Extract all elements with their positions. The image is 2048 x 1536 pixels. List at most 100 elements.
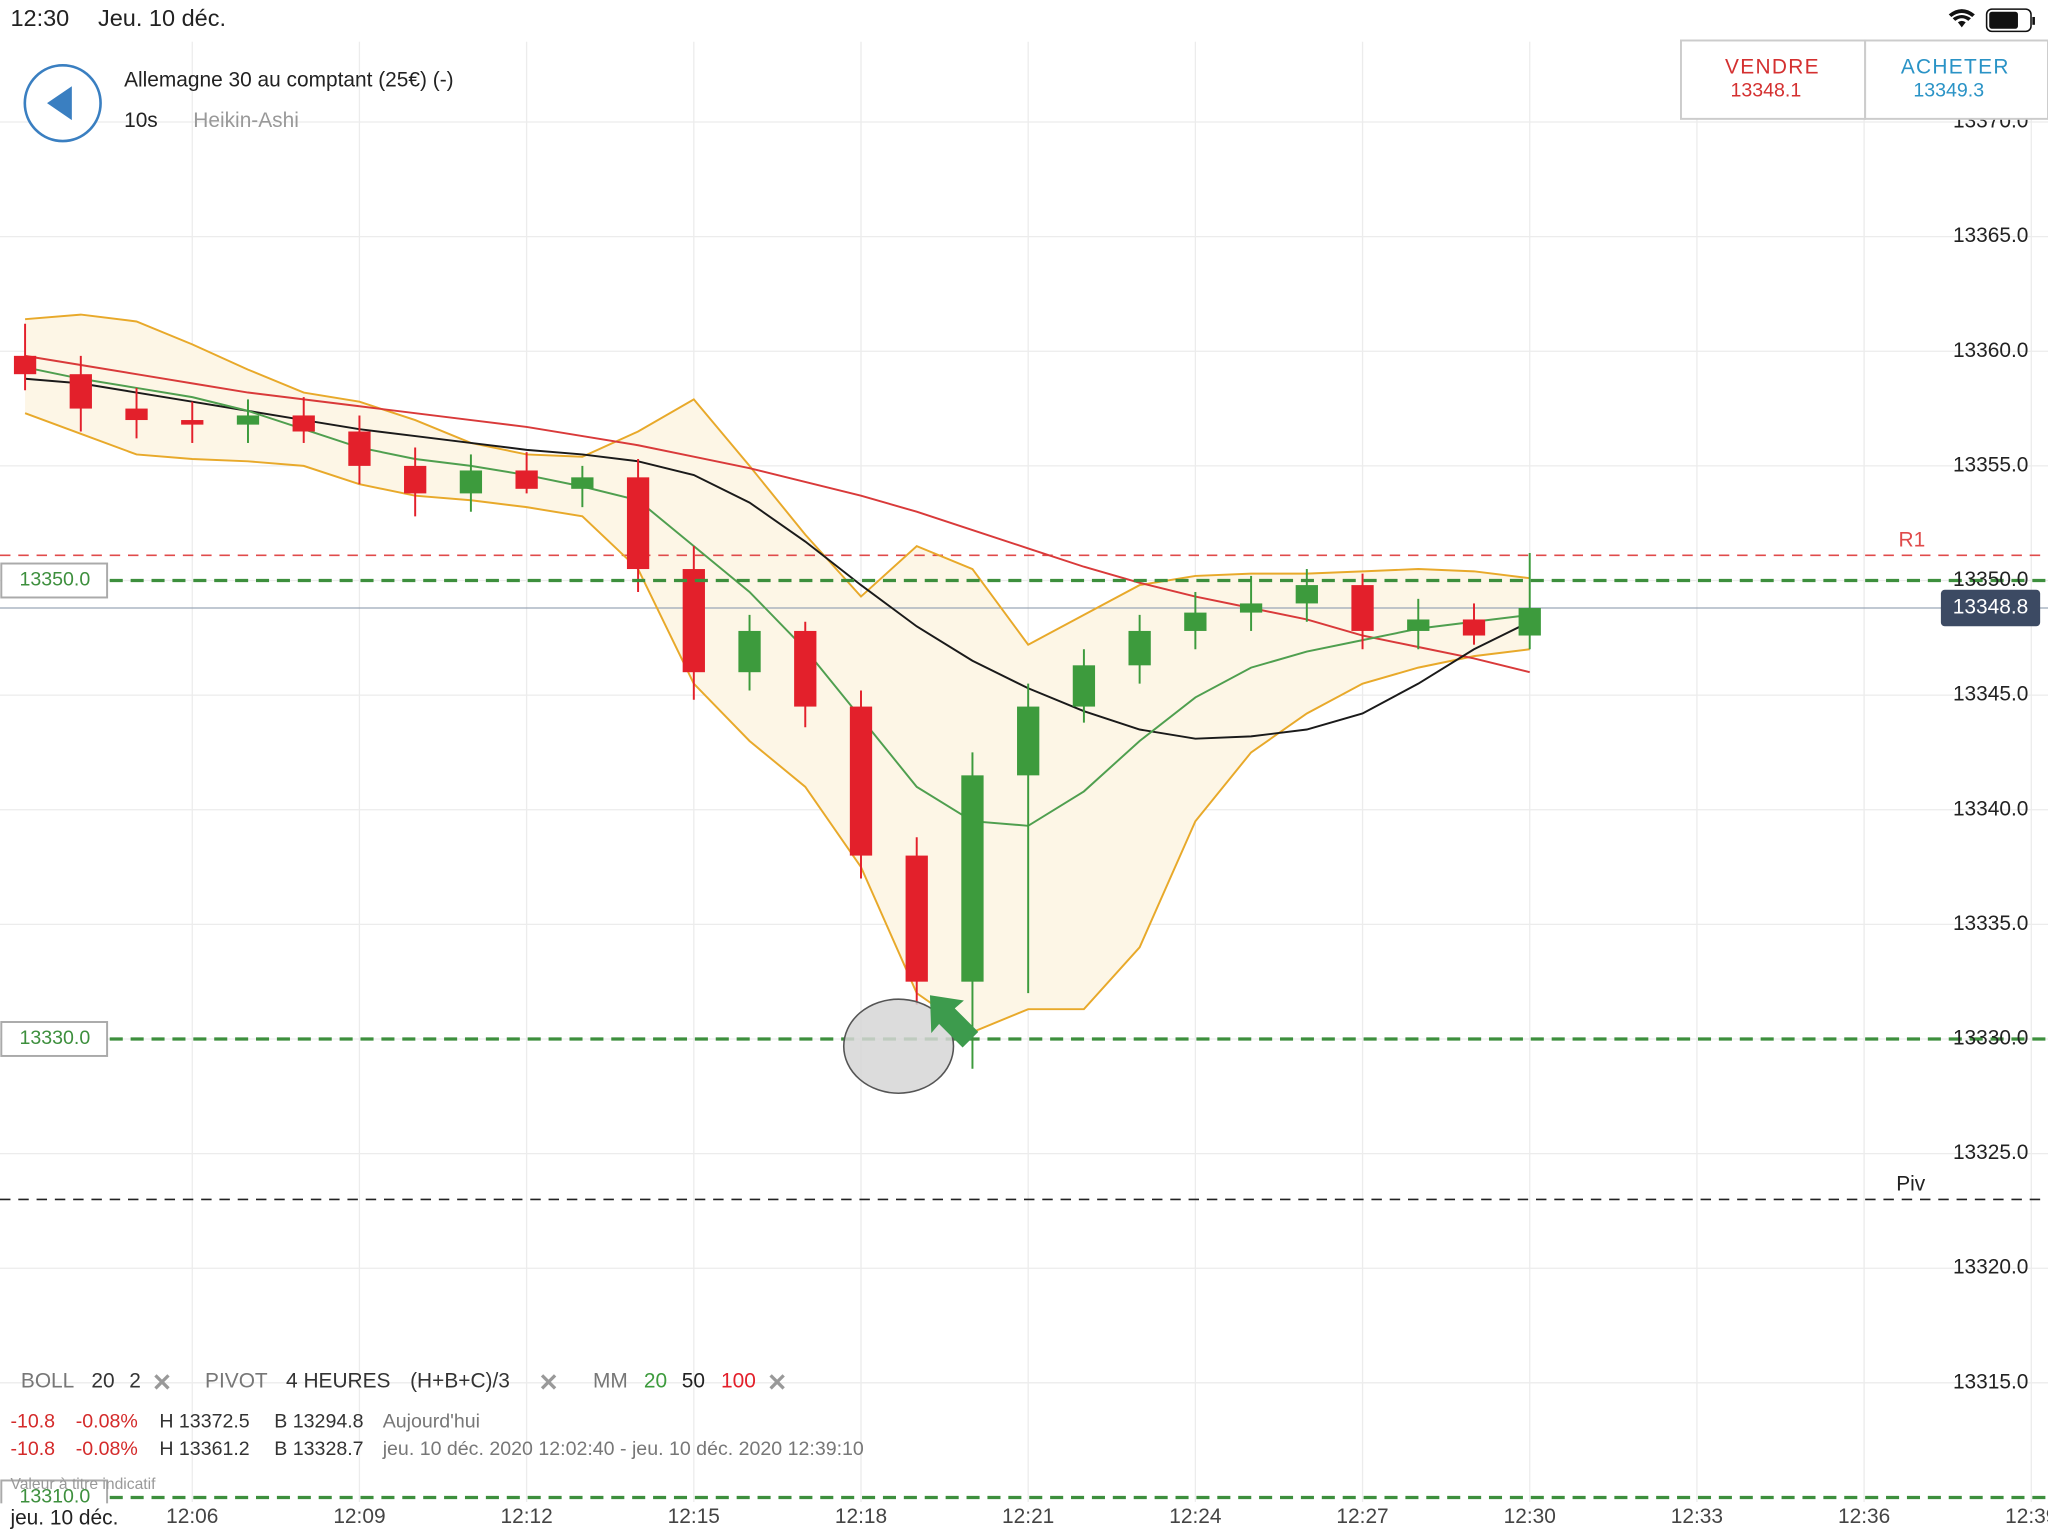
x-tick-label: 12:39 bbox=[2005, 1505, 2048, 1528]
buy-box[interactable] bbox=[1864, 39, 2048, 120]
y-tick-label: 13315.0 bbox=[1953, 1370, 2028, 1393]
candle-body bbox=[348, 431, 371, 466]
candle-body bbox=[181, 420, 204, 425]
indicator-param: 100 bbox=[721, 1369, 756, 1392]
y-tick-label: 13365.0 bbox=[1953, 224, 2028, 247]
highlight-ellipse bbox=[842, 998, 955, 1095]
remove-indicator[interactable] bbox=[154, 1374, 170, 1390]
info-text: -0.08% bbox=[76, 1411, 138, 1433]
date-box bbox=[0, 1503, 136, 1536]
y-tick-label: 13330.0 bbox=[1953, 1026, 2028, 1049]
interval[interactable]: 10s bbox=[124, 109, 158, 132]
level-label: Piv bbox=[1896, 1173, 1926, 1196]
battery-level bbox=[1989, 11, 2018, 29]
x-tick-label: 12:15 bbox=[668, 1505, 720, 1528]
candle-body bbox=[849, 706, 873, 856]
y-tick-label: 13325.0 bbox=[1953, 1141, 2028, 1164]
x-tick-label: 12:06 bbox=[166, 1505, 218, 1528]
status-bar bbox=[0, 0, 2048, 41]
y-tick-label: 13355.0 bbox=[1953, 453, 2028, 476]
sell-button[interactable]: VENDRE 13348.1 bbox=[1679, 39, 1867, 120]
candle-body bbox=[404, 465, 427, 494]
indicator-line bbox=[24, 366, 1530, 827]
sell-price[interactable]: 13348.1 bbox=[1730, 80, 1801, 102]
candle-body bbox=[1072, 665, 1096, 707]
buy-button[interactable]: ACHETER 13349.3 bbox=[1864, 39, 2048, 120]
level-label: R1 bbox=[1899, 528, 1926, 551]
info-text: -10.8 bbox=[10, 1411, 55, 1433]
candle-body bbox=[794, 630, 817, 707]
x-tick-label: 12:18 bbox=[835, 1505, 887, 1528]
back-button[interactable] bbox=[23, 63, 102, 143]
y-tick-label: 13360.0 bbox=[1953, 339, 2028, 362]
indicator-line bbox=[24, 354, 1530, 674]
candle-body bbox=[236, 415, 260, 425]
candle-body bbox=[125, 408, 148, 421]
sell-label[interactable]: VENDRE bbox=[1725, 55, 1820, 78]
candle-body bbox=[1184, 612, 1207, 631]
info-text: H 13372.5 bbox=[159, 1411, 249, 1433]
indicator-line bbox=[24, 313, 1530, 646]
remove-indicator[interactable] bbox=[540, 1374, 557, 1390]
candle-body bbox=[1518, 608, 1541, 636]
info-text: H 13361.2 bbox=[159, 1438, 249, 1460]
chart-style[interactable]: Heikin-Ashi bbox=[193, 109, 299, 132]
candle-body bbox=[1462, 619, 1486, 636]
disclaimer: Valeur à titre indicatif bbox=[10, 1476, 156, 1493]
instrument-title: Allemagne 30 au comptant (25€) (-) bbox=[124, 68, 454, 91]
info-text: B 13294.8 bbox=[274, 1411, 363, 1433]
info-text: -0.08% bbox=[76, 1438, 138, 1460]
current-price-tag bbox=[1940, 589, 2041, 627]
indicator-param: 20 bbox=[91, 1369, 114, 1392]
bollinger-band bbox=[25, 314, 1530, 1033]
candle-body bbox=[961, 775, 984, 982]
y-tick-label: 13345.0 bbox=[1953, 683, 2028, 706]
candle-body bbox=[69, 374, 92, 409]
y-tick-label: 13320.0 bbox=[1953, 1256, 2028, 1279]
candle-body bbox=[459, 470, 483, 494]
chart: 12:06 12:09 12:12 12:15 12:18 12:21 12:24 12:27… bbox=[0, 41, 2048, 1528]
battery-tip bbox=[2032, 16, 2035, 25]
x-tick-label: 12:24 bbox=[1169, 1505, 1221, 1528]
indicator-name: BOLL bbox=[21, 1369, 74, 1392]
annotation-arrow bbox=[929, 995, 979, 1048]
price-alert-box bbox=[0, 1021, 109, 1057]
indicator-param: 50 bbox=[682, 1369, 705, 1392]
indicator-line bbox=[24, 377, 1531, 740]
candle-body bbox=[1128, 630, 1151, 666]
candle-body bbox=[626, 477, 650, 570]
x-tick-label: 12:33 bbox=[1671, 1505, 1723, 1528]
price-alert-label: 13310.0 bbox=[19, 1486, 90, 1508]
candle-body bbox=[1407, 619, 1430, 631]
remove-indicator[interactable] bbox=[769, 1374, 785, 1390]
info-text: jeu. 10 déc. 2020 12:02:40 - jeu. 10 déc… bbox=[382, 1438, 864, 1460]
y-tick-label: 13350.0 bbox=[1953, 568, 2028, 591]
indicator-param: (H+B+C)/3 bbox=[410, 1369, 510, 1392]
candle-body bbox=[515, 470, 538, 489]
status-date: Jeu. 10 déc. bbox=[98, 5, 226, 31]
price-alert-label: 13330.0 bbox=[19, 1027, 90, 1049]
x-tick-label: 12:21 bbox=[1002, 1505, 1054, 1528]
buy-label[interactable]: ACHETER bbox=[1901, 55, 2010, 78]
candle-body bbox=[1239, 603, 1263, 613]
info-text: Aujourd'hui bbox=[383, 1411, 480, 1433]
buy-price[interactable]: 13349.3 bbox=[1913, 80, 1984, 102]
current-price-label: 13348.8 bbox=[1953, 596, 2028, 619]
info-text: -10.8 bbox=[10, 1438, 55, 1460]
indicator-name: MM bbox=[593, 1369, 628, 1392]
candle-body bbox=[682, 569, 705, 673]
candle-body bbox=[738, 630, 761, 673]
indicator-name: PIVOT bbox=[205, 1369, 268, 1392]
y-tick-label: 13340.0 bbox=[1953, 797, 2028, 820]
indicator-param: 20 bbox=[644, 1369, 667, 1392]
back-arrow[interactable] bbox=[47, 86, 72, 121]
candle-body bbox=[1017, 706, 1040, 776]
candle-body bbox=[13, 355, 37, 375]
indicator-param: 4 HEURES bbox=[286, 1369, 390, 1392]
status-time: 12:30 bbox=[10, 5, 69, 31]
candle-body bbox=[571, 477, 594, 489]
candle-body bbox=[1351, 585, 1374, 631]
